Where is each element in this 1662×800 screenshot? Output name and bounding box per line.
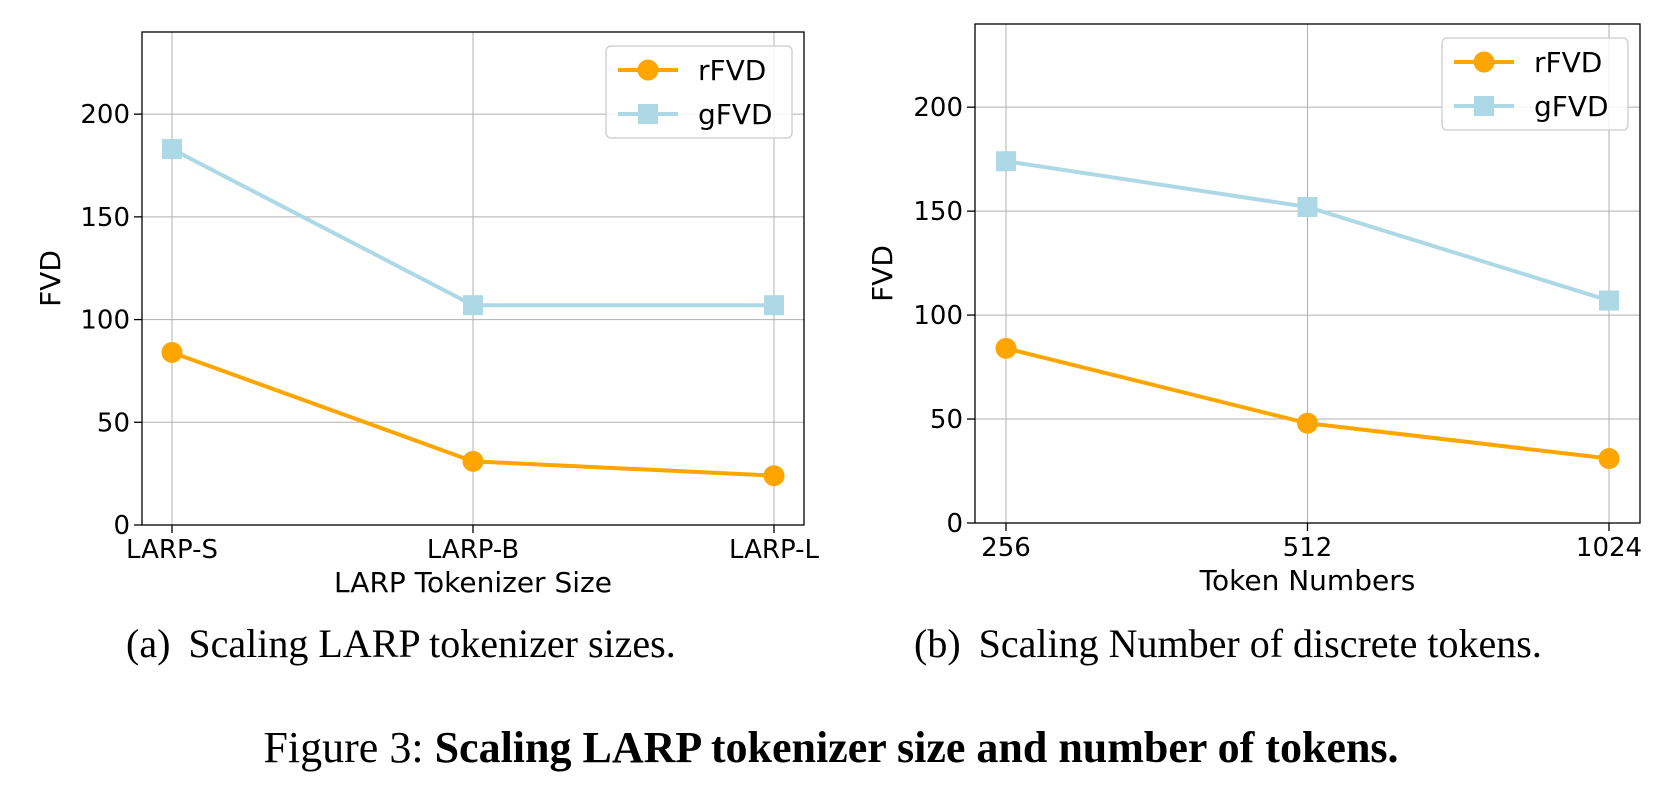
chart-tokenizer-size: 0 50 100 150 200 LARP-S LARP-B LARP-L LARP Token… bbox=[34, 31, 819, 599]
y-tick-label: 100 bbox=[913, 301, 963, 331]
x-axis-title: LARP Tokenizer Size bbox=[334, 566, 612, 599]
data-point-gfvd bbox=[764, 295, 784, 316]
x-tick-label: 512 bbox=[1283, 533, 1333, 563]
subcaption-b: (b) Scaling Number of discrete tokens. bbox=[914, 620, 1542, 667]
data-point-gfvd bbox=[1599, 290, 1619, 311]
y-tick-label: 50 bbox=[97, 408, 130, 438]
legend-label-gfvd: gFVD bbox=[698, 98, 773, 131]
y-tick-label: 50 bbox=[930, 405, 963, 435]
figure-caption-prefix: Figure 3: bbox=[263, 723, 424, 772]
legend-label-gfvd: gFVD bbox=[1534, 90, 1609, 123]
subcaption-b-tag: (b) bbox=[914, 621, 961, 666]
subcaption-a: (a) Scaling LARP tokenizer sizes. bbox=[126, 620, 676, 667]
x-tick-label: 1024 bbox=[1576, 533, 1642, 563]
x-tick-label: LARP-L bbox=[729, 535, 819, 565]
x-axis-title: Token Numbers bbox=[1199, 564, 1416, 597]
y-tick-label: 0 bbox=[946, 509, 963, 539]
legend-marker-rfvd bbox=[637, 59, 659, 81]
legend-label-rfvd: rFVD bbox=[1534, 46, 1602, 79]
data-point-rfvd bbox=[462, 450, 484, 472]
y-tick-label: 200 bbox=[80, 100, 130, 130]
y-tick-label: 100 bbox=[80, 306, 130, 336]
y-tick-label: 0 bbox=[113, 511, 130, 541]
x-tick-label: LARP-S bbox=[126, 535, 218, 565]
data-point-rfvd bbox=[1297, 412, 1318, 434]
data-point-rfvd bbox=[763, 465, 785, 487]
y-axis-title: FVD bbox=[34, 250, 67, 307]
data-point-rfvd bbox=[995, 337, 1017, 359]
y-tick-label: 150 bbox=[80, 203, 130, 233]
data-point-rfvd bbox=[161, 341, 183, 363]
x-tick-label: LARP-B bbox=[427, 535, 519, 565]
legend-marker-gfvd bbox=[638, 104, 658, 124]
y-tick-label: 200 bbox=[913, 93, 963, 123]
subcaption-a-tag: (a) bbox=[126, 621, 171, 666]
subcaption-b-text: Scaling Number of discrete tokens. bbox=[978, 621, 1542, 666]
legend-marker-rfvd bbox=[1473, 51, 1495, 73]
legend: rFVD gFVD bbox=[1441, 37, 1629, 131]
legend-marker-gfvd bbox=[1474, 96, 1494, 116]
figure-caption-title: Scaling LARP tokenizer size and number o… bbox=[434, 723, 1399, 772]
y-tick-label: 150 bbox=[913, 197, 963, 227]
subcaption-a-text: Scaling LARP tokenizer sizes. bbox=[188, 621, 676, 666]
data-point-rfvd bbox=[1598, 448, 1620, 470]
legend: rFVD gFVD bbox=[605, 45, 793, 139]
data-point-gfvd bbox=[162, 139, 182, 160]
data-point-gfvd bbox=[1297, 196, 1318, 217]
chart-token-numbers: 0 50 100 150 200 256 512 1024 Token Numbers FVD rF… bbox=[866, 23, 1642, 597]
data-point-gfvd bbox=[463, 295, 483, 316]
data-point-gfvd bbox=[996, 151, 1016, 172]
x-tick-label: 256 bbox=[981, 533, 1031, 563]
y-axis-title: FVD bbox=[866, 245, 899, 302]
figure-caption: Figure 3: Scaling LARP tokenizer size an… bbox=[0, 722, 1662, 773]
legend-label-rfvd: rFVD bbox=[698, 54, 766, 87]
